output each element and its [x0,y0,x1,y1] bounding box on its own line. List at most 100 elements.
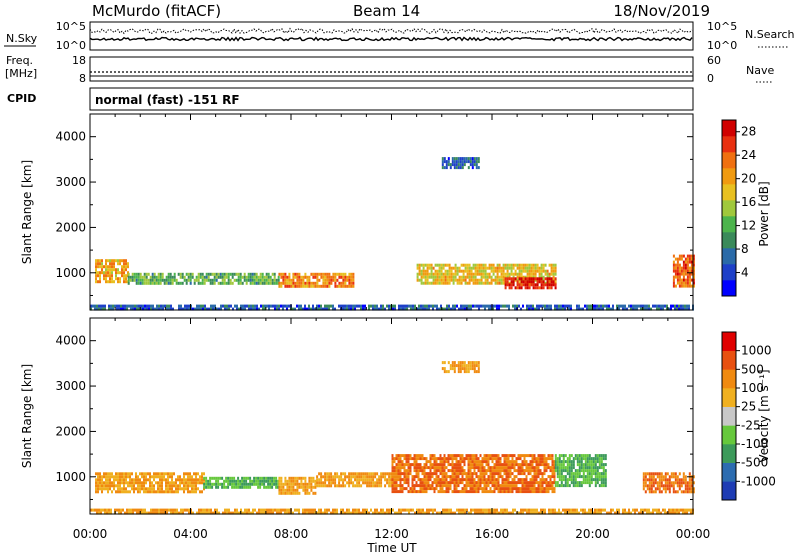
power-cell [209,281,212,285]
power-cell [468,304,470,308]
power-cell [200,304,202,308]
velocity-cell [97,481,99,485]
power-cell [172,307,174,311]
velocity-cell [580,469,583,473]
power-cell [243,275,246,279]
power-cell [324,284,327,288]
power-cell [682,272,685,276]
power-cell [107,271,109,275]
velocity-cell [543,490,546,494]
velocity-cell [328,475,331,479]
velocity-cell [682,472,685,476]
velocity-cell [415,463,418,467]
power-cell [175,278,178,282]
velocity-cell [505,469,508,473]
velocity-cell [549,457,552,461]
velocity-cell [648,472,651,476]
power-cell [217,272,220,276]
velocity-cell [106,511,108,515]
power-cell [688,269,691,273]
velocity-cell [417,475,420,479]
power-cell [248,304,250,308]
velocity-cell [356,481,359,485]
velocity-cell [350,511,352,515]
velocity-cell [604,475,607,479]
power-cell [552,283,555,287]
power-cell [480,275,483,279]
velocity-cell [388,472,391,476]
velocity-cell [200,508,202,512]
power-cell [436,307,438,311]
velocity-cell [478,508,480,512]
power-cell [239,272,242,276]
power-cell [237,281,240,285]
power-cell [125,277,127,281]
power-cell [358,304,360,308]
velocity-cell [308,485,311,489]
power-cell [344,275,347,279]
velocity-cell [568,469,571,473]
power-cell [220,304,222,308]
velocity-cell [415,490,418,494]
power-cell [540,280,543,284]
power-cell [490,304,492,308]
velocity-cell [257,479,260,483]
velocity-cell [500,511,502,515]
velocity-cell [198,511,200,515]
power-cell [550,286,553,290]
power-cell [494,278,497,282]
power-cell [462,272,465,276]
power-cell [467,157,470,161]
velocity-cell [286,508,288,512]
colorbar-swatch [722,200,736,217]
power-cell [466,275,469,279]
velocity-cell [455,481,458,485]
power-cell [100,307,102,311]
velocity-cell [362,481,365,485]
velocity-cell [574,508,576,512]
velocity-cell [378,484,381,488]
velocity-cell [290,482,293,486]
velocity-cell [503,457,506,461]
velocity-cell [570,481,573,485]
velocity-cell [267,479,270,483]
velocity-cell [473,478,476,482]
velocity-cell [505,466,508,470]
velocity-cell [205,482,208,486]
power-cell [316,278,319,282]
power-cell [474,304,476,308]
velocity-cell [487,481,490,485]
power-cell [97,259,99,263]
power-cell [522,266,525,270]
velocity-cell [491,481,494,485]
velocity-cell [648,481,651,485]
velocity-cell [549,484,552,488]
power-cell [518,272,521,276]
power-cell [206,307,208,311]
power-cell [273,281,276,285]
velocity-cell [600,484,603,488]
velocity-cell [131,481,133,485]
velocity-cell [395,490,398,494]
velocity-cell [600,475,603,479]
power-cell [296,281,299,285]
power-cell [101,262,103,266]
power-cell [550,283,553,287]
power-cell [450,278,453,282]
power-cell [496,263,499,267]
velocity-cell [140,511,142,515]
velocity-cell [245,479,248,483]
power-cell [284,284,287,288]
velocity-cell [269,482,272,486]
velocity-cell [362,511,364,515]
velocity-cell [668,511,670,515]
velocity-cell [130,511,132,515]
velocity-cell [479,475,482,479]
velocity-cell [340,508,342,512]
power-cell [199,275,202,279]
power-cell [444,263,447,267]
power-cell [139,281,142,285]
power-cell [498,281,501,285]
velocity-cell [271,479,274,483]
velocity-cell [455,466,458,470]
